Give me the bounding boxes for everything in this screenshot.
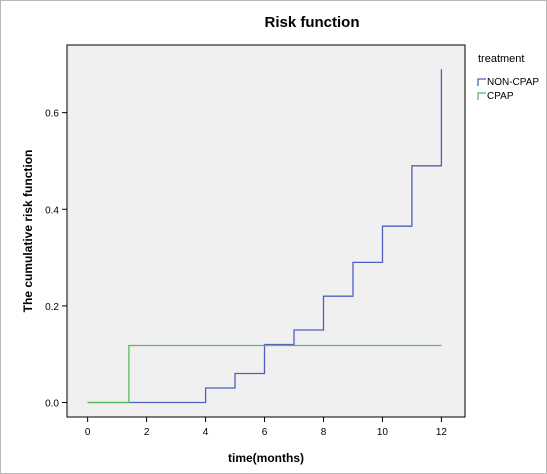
series-line-non-cpap — [87, 69, 443, 404]
legend-title: treatment — [478, 53, 524, 65]
legend-swatch — [477, 78, 486, 86]
x-axis-label: time(months) — [228, 451, 304, 465]
x-tick-label: 8 — [321, 427, 327, 438]
y-tick-label: 0.2 — [45, 302, 59, 313]
series-line-cpap — [87, 344, 442, 404]
x-tick-label: 12 — [436, 427, 448, 438]
y-tick-label: 0.4 — [45, 205, 59, 216]
x-tick-label: 0 — [85, 427, 91, 438]
x-tick-label: 4 — [203, 427, 209, 438]
x-tick-label: 10 — [377, 427, 389, 438]
chart-title: Risk function — [264, 14, 359, 31]
y-tick-label: 0.6 — [45, 109, 59, 120]
legend: treatment NON-CPAP CPAP — [477, 53, 539, 102]
plot-area — [66, 44, 466, 418]
y-axis: 0.0 0.2 0.4 0.6 — [45, 109, 67, 410]
y-axis-label: The cumulative risk function — [21, 150, 35, 313]
x-axis: 0 2 4 6 8 10 12 — [85, 417, 448, 438]
legend-swatch — [477, 92, 486, 100]
x-tick-label: 2 — [144, 427, 150, 438]
legend-label: CPAP — [487, 91, 514, 102]
y-tick-label: 0.0 — [45, 399, 59, 410]
legend-label: NON-CPAP — [487, 77, 539, 88]
x-tick-label: 6 — [262, 427, 268, 438]
series-lines — [87, 69, 443, 404]
